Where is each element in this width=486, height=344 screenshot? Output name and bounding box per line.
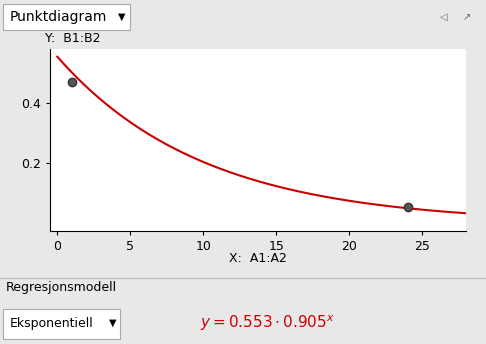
Text: Eksponentiell: Eksponentiell <box>10 316 94 330</box>
Text: ▼: ▼ <box>109 318 117 328</box>
Text: ◁: ◁ <box>440 12 448 22</box>
Text: $y = 0.553 \cdot 0.905^x$: $y = 0.553 \cdot 0.905^x$ <box>200 313 335 333</box>
FancyBboxPatch shape <box>3 4 130 30</box>
Text: Regresjonsmodell: Regresjonsmodell <box>6 281 117 294</box>
Text: ▼: ▼ <box>118 12 125 22</box>
Text: X:  A1:A2: X: A1:A2 <box>229 252 287 265</box>
Text: Punktdiagram: Punktdiagram <box>10 10 107 24</box>
Text: ↗: ↗ <box>463 12 471 22</box>
Text: Y:  B1:B2: Y: B1:B2 <box>45 32 101 45</box>
FancyBboxPatch shape <box>3 309 120 339</box>
